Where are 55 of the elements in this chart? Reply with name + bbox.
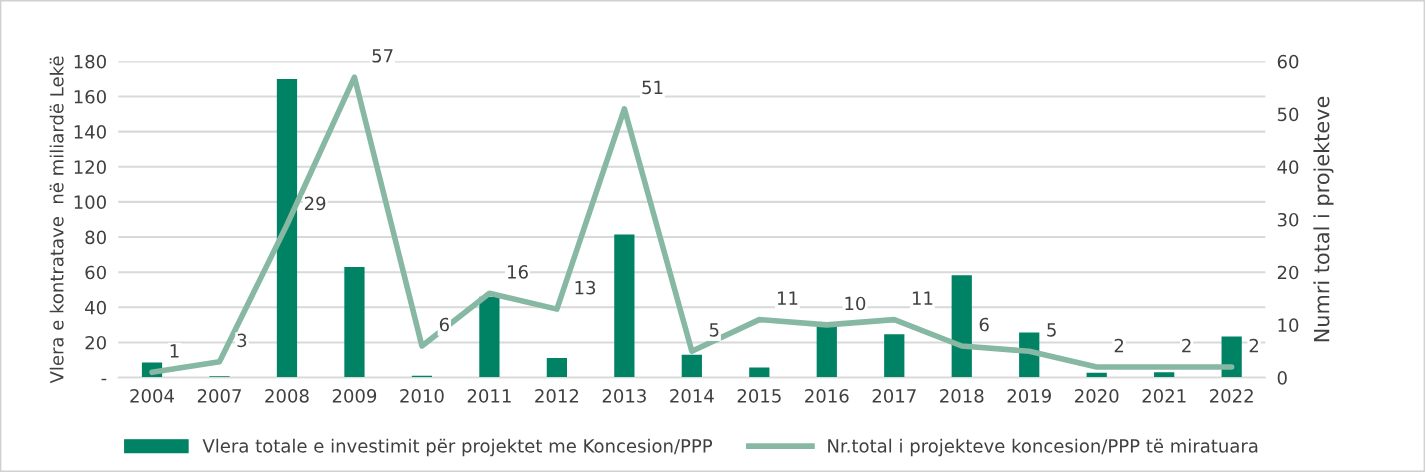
y-tick-label: 20 [85, 335, 106, 350]
data-label: 11 [777, 291, 798, 305]
y2-tick-label: 60 [1277, 54, 1299, 69]
y2-tick-label: 0 [1277, 371, 1287, 385]
data-label: 2 [1249, 338, 1259, 353]
data-label: 2 [1114, 338, 1124, 353]
y-tick-label: - [101, 378, 107, 381]
y-tick-label: 60 [85, 265, 106, 280]
x-tick-label: 2013 [602, 389, 646, 403]
data-label: 5 [1047, 323, 1056, 337]
x-tick-label: 2014 [670, 389, 714, 403]
data-label: 6 [979, 317, 989, 332]
x-tick-label: 2021 [1142, 389, 1186, 403]
y-tick-label: 40 [85, 300, 106, 315]
x-tick-label: 2012 [535, 389, 579, 403]
x-tick-label: 2022 [1210, 389, 1253, 403]
x-tick-label: 2004 [130, 389, 174, 403]
data-label: 10 [845, 296, 866, 311]
x-tick-label: 2015 [737, 389, 781, 403]
x-tick-label: 2017 [872, 389, 916, 403]
y2-tick-label: 20 [1277, 265, 1299, 280]
legend-label: Nr.total i projekteve koncesion/PPP të miratuara [828, 438, 1258, 457]
x-tick-label: 2016 [805, 389, 849, 403]
y2-tick-label: 50 [1277, 107, 1299, 122]
y-tick-label: 140 [74, 125, 106, 139]
y-tick-label: 80 [85, 230, 106, 245]
data-label: 1 [170, 344, 179, 358]
data-label: 5 [709, 323, 719, 337]
data-label: 11 [912, 291, 933, 305]
y-tick-label: 180 [74, 54, 106, 69]
x-tick-label: 2020 [1075, 389, 1119, 403]
legend-label: Vlera totale e investimit për projektet me Koncesion/PPP [202, 438, 713, 457]
data-label: 2 [1182, 338, 1191, 353]
x-tick-label: 2011 [467, 389, 511, 403]
data-label: 3 [237, 333, 247, 348]
y-tick-label: 160 [74, 89, 106, 104]
x-tick-label: 2019 [1007, 389, 1051, 403]
y-tick-label: 120 [74, 160, 106, 174]
y-tick-label: 100 [74, 195, 106, 210]
x-tick-label: 2010 [400, 389, 444, 403]
x-tick-label: 2009 [332, 389, 377, 403]
y-axis-title: Vlera e kontratave në miliardë Lekë [49, 56, 64, 384]
y2-axis-title: Numri total i projekteve [1313, 96, 1334, 342]
y2-tick-label: 40 [1277, 160, 1299, 174]
data-label: 13 [575, 280, 596, 295]
data-label: 57 [372, 49, 393, 63]
y2-tick-label: 30 [1277, 212, 1299, 227]
y2-tick-label: 10 [1278, 318, 1299, 333]
data-label: 51 [642, 80, 663, 95]
x-tick-label: 2018 [940, 389, 984, 403]
x-tick-label: 2008 [265, 389, 309, 403]
x-tick-label: 2007 [197, 389, 241, 403]
data-label: 16 [508, 265, 528, 279]
data-label: 6 [439, 317, 449, 332]
data-label: 29 [304, 196, 326, 211]
